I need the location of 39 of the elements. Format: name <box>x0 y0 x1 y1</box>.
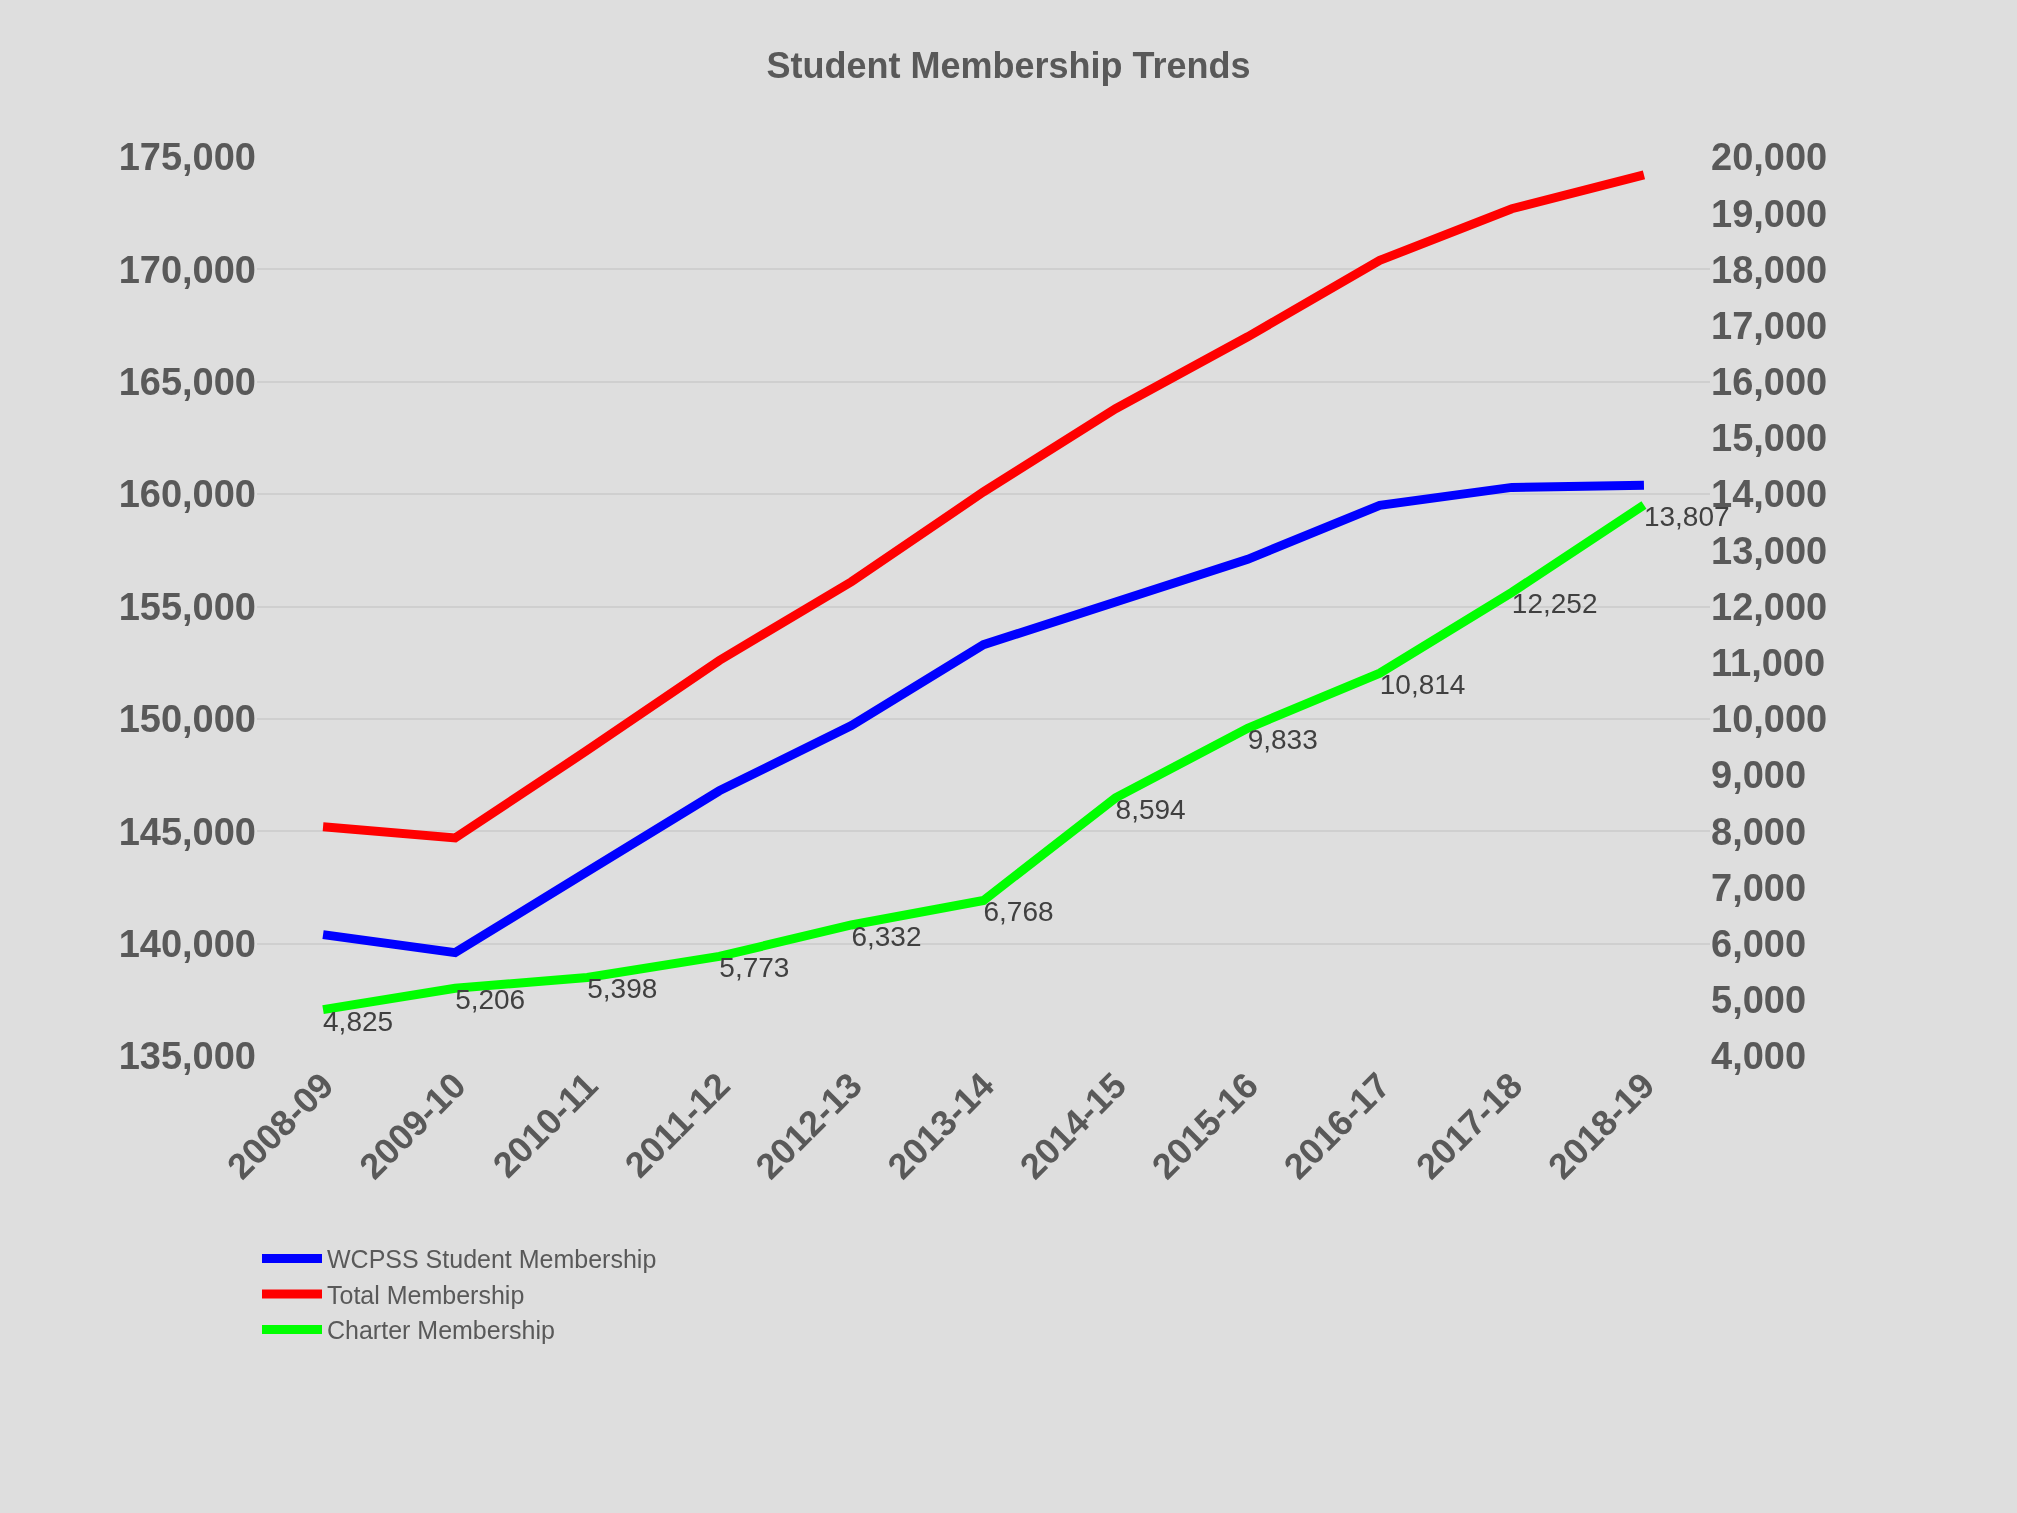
y-tick-label: 175,000 <box>118 136 256 179</box>
y2-tick-label: 7,000 <box>1711 866 1807 909</box>
y2-tick-label: 5,000 <box>1711 979 1807 1022</box>
y-tick-label: 170,000 <box>118 248 256 291</box>
chart-title: Student Membership Trends <box>766 45 1251 87</box>
y-tick-label: 135,000 <box>118 1035 256 1078</box>
y2-tick-label: 10,000 <box>1711 698 1828 741</box>
legend-label: WCPSS Student Membership <box>327 1245 657 1274</box>
y2-tick-label: 8,000 <box>1711 810 1807 853</box>
y-tick-label: 160,000 <box>118 473 256 516</box>
y-tick-label: 145,000 <box>118 810 256 853</box>
legend-label: Total Membership <box>327 1280 525 1309</box>
y-tick-label: 155,000 <box>118 585 256 628</box>
y2-tick-label: 12,000 <box>1711 585 1828 628</box>
data-label: 8,594 <box>1115 793 1186 825</box>
data-label: 12,252 <box>1511 588 1598 620</box>
y2-tick-label: 20,000 <box>1711 136 1828 179</box>
y2-tick-label: 18,000 <box>1711 248 1828 291</box>
y2-tick-label: 19,000 <box>1711 192 1828 235</box>
y2-tick-label: 4,000 <box>1711 1035 1807 1078</box>
data-label: 5,398 <box>587 973 658 1005</box>
y2-tick-label: 11,000 <box>1711 641 1826 684</box>
data-label: 4,825 <box>323 1005 394 1037</box>
legend-label: Charter Membership <box>327 1316 555 1345</box>
data-label: 9,833 <box>1247 724 1318 756</box>
data-label: 5,773 <box>719 952 790 984</box>
y2-tick-label: 15,000 <box>1711 417 1828 460</box>
y-tick-label: 150,000 <box>118 698 256 741</box>
y-tick-label: 140,000 <box>118 922 256 965</box>
y-tick-label: 165,000 <box>118 361 256 404</box>
data-label: 10,814 <box>1379 669 1466 701</box>
data-label: 6,768 <box>983 896 1054 928</box>
y2-tick-label: 13,000 <box>1711 529 1828 572</box>
y2-tick-label: 17,000 <box>1711 304 1828 347</box>
y2-tick-label: 9,000 <box>1711 754 1807 797</box>
y2-tick-label: 16,000 <box>1711 361 1828 404</box>
data-label: 6,332 <box>851 920 922 952</box>
data-label: 5,206 <box>455 984 526 1016</box>
y2-tick-label: 6,000 <box>1711 922 1807 965</box>
